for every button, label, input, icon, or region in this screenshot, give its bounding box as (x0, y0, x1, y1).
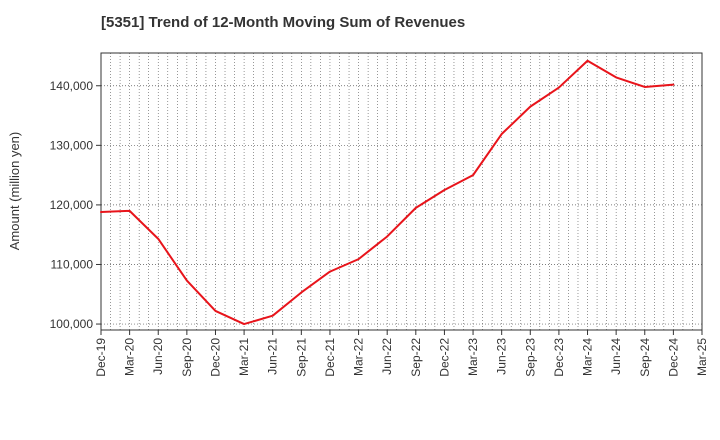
x-tick-label: Mar-25 (695, 338, 709, 376)
y-tick-label: 120,000 (50, 198, 94, 212)
y-tick-label: 100,000 (50, 317, 94, 331)
x-tick-label: Dec-22 (437, 338, 451, 377)
x-tick-label: Mar-21 (237, 338, 251, 376)
y-tick-label: 110,000 (51, 257, 94, 271)
x-tick-label: Dec-23 (552, 338, 566, 377)
x-tick-label: Jun-20 (151, 338, 165, 375)
x-tick-label: Jun-24 (609, 338, 623, 375)
plot-frame (100, 52, 703, 331)
series-layer (100, 59, 675, 326)
x-tick-label: Dec-20 (208, 338, 222, 377)
axes (96, 52, 703, 335)
x-tick-label: Dec-21 (323, 338, 337, 377)
y-tick-label: 140,000 (50, 79, 94, 93)
x-tick-label: Mar-22 (352, 338, 366, 376)
x-tick-label: Mar-23 (466, 338, 480, 376)
x-tick-label: Jun-22 (380, 338, 394, 375)
x-tick-label: Sep-20 (180, 338, 194, 377)
x-tick-label: Sep-24 (638, 338, 652, 377)
x-tick-label: Mar-20 (123, 338, 137, 376)
x-tick-labels: Dec-19 Mar-20 Jun-20 Sep-20 Dec-20 Mar-21 Jun-… (94, 338, 709, 377)
y-axis-label: Amount (million yen) (7, 132, 22, 251)
x-tick-label: Dec-24 (666, 338, 680, 377)
x-tick-label: Jun-21 (266, 338, 280, 375)
x-tick-label: Dec-19 (94, 338, 108, 377)
y-tick-label: 130,000 (50, 138, 94, 152)
series-line (100, 59, 675, 326)
grid-lines (101, 53, 702, 330)
y-tick-labels: 100,000 110,000 120,000 130,000 140,000 (50, 79, 94, 331)
chart-title: [5351] Trend of 12-Month Moving Sum of R… (101, 14, 466, 31)
x-tick-label: Mar-24 (581, 338, 595, 376)
x-tick-label: Sep-23 (523, 338, 537, 377)
x-tick-label: Jun-23 (495, 338, 509, 375)
x-tick-label: Sep-22 (409, 338, 423, 377)
x-tick-label: Sep-21 (294, 338, 308, 377)
